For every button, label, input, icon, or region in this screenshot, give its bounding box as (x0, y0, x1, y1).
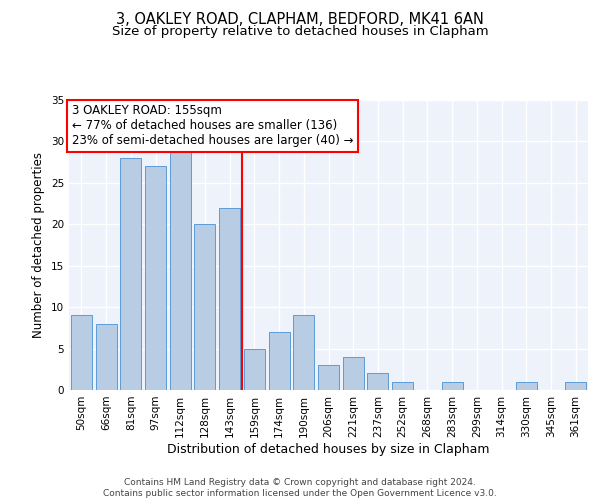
Y-axis label: Number of detached properties: Number of detached properties (32, 152, 46, 338)
Bar (293, 316, 314, 390)
Bar (219, 208, 240, 390)
Bar (367, 374, 388, 390)
Bar (170, 150, 191, 390)
Bar (71, 316, 92, 390)
Bar (442, 382, 463, 390)
Bar (145, 166, 166, 390)
Bar (318, 365, 339, 390)
X-axis label: Distribution of detached houses by size in Clapham: Distribution of detached houses by size … (167, 442, 490, 456)
Bar (392, 382, 413, 390)
Bar (120, 158, 141, 390)
Text: 3, OAKLEY ROAD, CLAPHAM, BEDFORD, MK41 6AN: 3, OAKLEY ROAD, CLAPHAM, BEDFORD, MK41 6… (116, 12, 484, 28)
Bar (194, 224, 215, 390)
Bar (95, 324, 116, 390)
Text: Size of property relative to detached houses in Clapham: Size of property relative to detached ho… (112, 25, 488, 38)
Bar (244, 348, 265, 390)
Bar (565, 382, 586, 390)
Bar (516, 382, 537, 390)
Bar (343, 357, 364, 390)
Text: 3 OAKLEY ROAD: 155sqm
← 77% of detached houses are smaller (136)
23% of semi-det: 3 OAKLEY ROAD: 155sqm ← 77% of detached … (71, 104, 353, 148)
Bar (269, 332, 290, 390)
Text: Contains HM Land Registry data © Crown copyright and database right 2024.
Contai: Contains HM Land Registry data © Crown c… (103, 478, 497, 498)
